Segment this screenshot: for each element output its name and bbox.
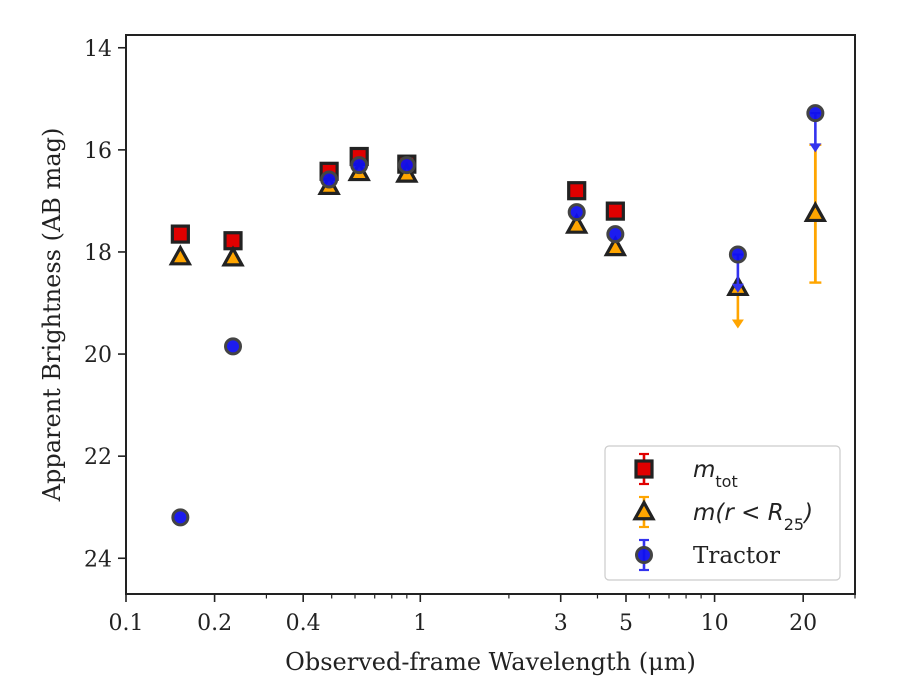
- legend-marker: [632, 499, 656, 521]
- data-point: [806, 104, 825, 123]
- legend-label: mtot: [693, 457, 738, 491]
- x-tick-label: 1: [413, 611, 427, 636]
- data-point: [171, 508, 190, 527]
- x-axis-label: Observed-frame Wavelength (μm): [285, 648, 696, 676]
- y-tick-label: 22: [84, 445, 112, 470]
- plot-frame: [125, 34, 856, 595]
- x-tick-label: 0.1: [109, 611, 144, 636]
- chart-marks: [168, 104, 828, 527]
- x-tick-label: 3: [554, 611, 568, 636]
- legend-item-mtot: mtot: [634, 452, 738, 491]
- legend-item-tractor: Tractor: [635, 538, 780, 572]
- upper-limit-arrow: [731, 283, 744, 293]
- upper-limit-arrow: [809, 143, 822, 153]
- legend-box: [604, 445, 841, 581]
- legend-marker: [635, 546, 653, 564]
- data-point: [564, 212, 589, 234]
- y-tick-label: 16: [84, 139, 112, 164]
- data-point: [603, 235, 628, 257]
- data-point: [605, 201, 625, 221]
- data-point: [170, 224, 190, 244]
- data-point: [567, 203, 586, 222]
- legend: mtot m(r < R25) Tractor: [604, 445, 841, 581]
- y-tick-label: 24: [84, 547, 112, 572]
- x-tick-label: 0.2: [197, 611, 232, 636]
- data-point: [320, 170, 339, 189]
- legend-label: m(r < R25): [693, 500, 813, 534]
- legend-marker: [634, 459, 654, 479]
- series-m-r25: [168, 143, 828, 329]
- series-mtot: [170, 146, 625, 251]
- data-point: [350, 156, 369, 175]
- x-tick-label: 20: [789, 611, 817, 636]
- y-tick-label: 14: [84, 37, 112, 62]
- data-point: [728, 245, 747, 264]
- data-point: [567, 181, 587, 201]
- chart-axes: 0.1 0.2 0.4 1 3 5 10 20 14 16 18 20 22 24 Observed-fra…: [38, 34, 856, 676]
- data-point: [803, 200, 828, 223]
- y-tick-label: 20: [84, 343, 112, 368]
- x-tick-label: 0.4: [286, 611, 321, 636]
- legend-label: Tractor: [693, 543, 780, 569]
- data-point: [606, 225, 625, 244]
- series-tractor: [171, 104, 825, 527]
- x-tick-label: 5: [619, 611, 633, 636]
- upper-limit-arrow: [731, 319, 744, 329]
- data-point: [168, 244, 193, 266]
- legend-item-m-r25: m(r < R25): [632, 495, 813, 534]
- data-point: [221, 245, 245, 267]
- data-point: [224, 337, 243, 356]
- x-tick-label: 10: [701, 611, 729, 636]
- y-axis-label: Apparent Brightness (AB mag): [38, 128, 66, 503]
- data-point: [397, 156, 416, 175]
- y-tick-label: 18: [84, 241, 112, 266]
